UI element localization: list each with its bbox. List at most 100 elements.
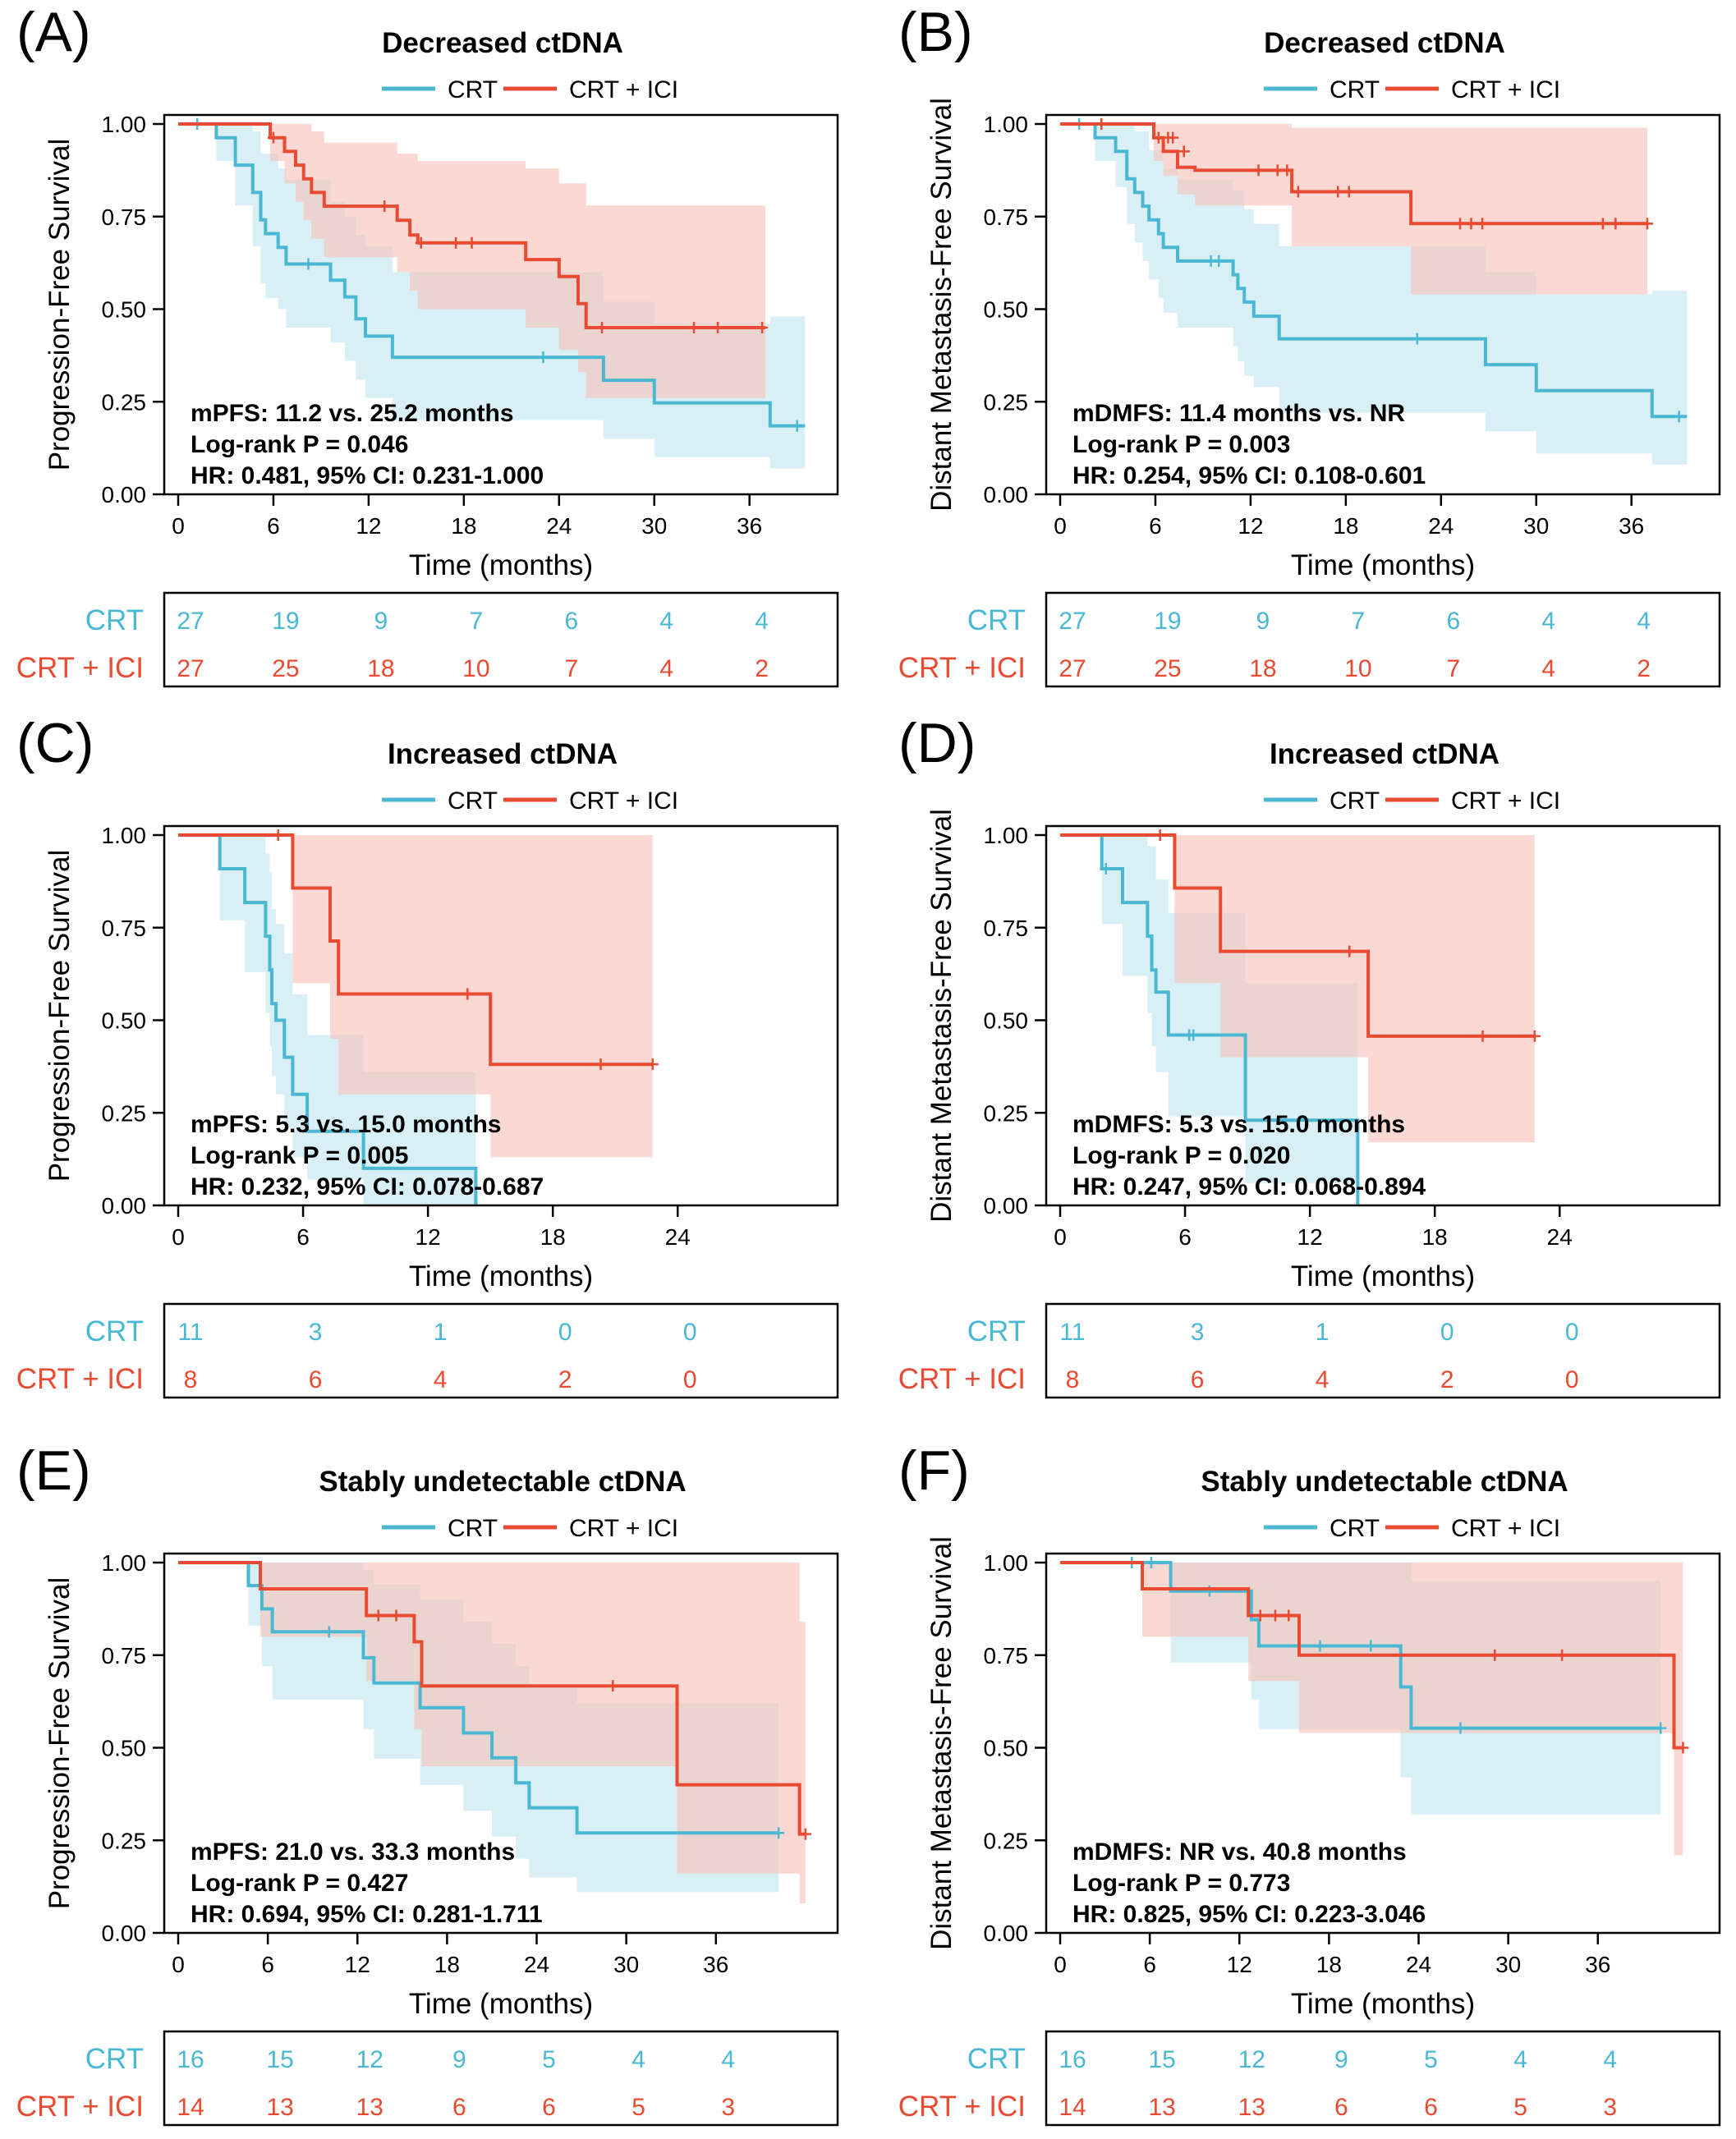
x-axis-title: Time (months) bbox=[409, 549, 593, 581]
risk-count-crt: 19 bbox=[1154, 608, 1181, 635]
y-tick-label: 0.00 bbox=[102, 482, 147, 507]
risk-count-crt: 7 bbox=[470, 608, 484, 635]
risk-count-crt: 16 bbox=[1059, 2046, 1086, 2073]
y-tick-label: 0.75 bbox=[984, 1643, 1029, 1669]
x-tick-label: 18 bbox=[1316, 1952, 1342, 1977]
x-tick-label: 36 bbox=[1585, 1952, 1610, 1977]
x-tick-label: 0 bbox=[172, 1224, 185, 1250]
censor-mark bbox=[1655, 1722, 1667, 1734]
km-curve-crt-ici bbox=[1060, 833, 1535, 1038]
censor-mark bbox=[1281, 164, 1293, 177]
x-axis-title: Time (months) bbox=[1291, 1988, 1475, 2020]
x-axis-title: Time (months) bbox=[409, 1260, 593, 1292]
censor-mark bbox=[773, 1827, 785, 1839]
censor-mark bbox=[595, 1058, 607, 1071]
y-tick-label: 0.50 bbox=[984, 297, 1029, 323]
panel-label: (A) bbox=[16, 1, 91, 63]
y-tick-label: 0.25 bbox=[984, 389, 1029, 415]
risk-label-crt-ici: CRT + ICI bbox=[898, 652, 1026, 684]
km-curve-crt-ici bbox=[178, 833, 653, 1067]
risk-count-crt-ici: 14 bbox=[1059, 2094, 1086, 2121]
y-tick-label: 0.75 bbox=[102, 204, 147, 230]
x-tick-label: 6 bbox=[267, 513, 280, 539]
risk-count-crt: 9 bbox=[374, 608, 388, 635]
chart-title: Stably undetectable ctDNA bbox=[1201, 1466, 1568, 1498]
legend-label-crt-ici: CRT + ICI bbox=[1451, 76, 1560, 103]
plot-frame bbox=[163, 113, 839, 496]
y-axis-title: Distant Metastasis-Free Survival bbox=[925, 809, 958, 1223]
risk-count-crt-ici: 10 bbox=[1344, 655, 1371, 682]
x-tick-label: 30 bbox=[641, 513, 667, 539]
censor-mark bbox=[1283, 1609, 1295, 1622]
panel-b: (B) Decreased ctDNA CRT CRT + ICI 0.00 0.25 0.… bbox=[898, 1, 1721, 688]
risk-count-crt-ici: 13 bbox=[356, 2094, 383, 2121]
legend-label-crt-ici: CRT + ICI bbox=[569, 1515, 678, 1542]
x-tick-label: 18 bbox=[451, 513, 476, 539]
risk-count-crt: 4 bbox=[721, 2046, 735, 2073]
censor-mark bbox=[1178, 145, 1190, 158]
risk-count-crt-ici: 5 bbox=[1513, 2094, 1527, 2121]
y-tick-label: 0.50 bbox=[984, 1008, 1029, 1034]
legend-label-crt: CRT bbox=[448, 787, 498, 815]
y-tick-label: 1.00 bbox=[984, 112, 1029, 137]
censor-mark bbox=[1269, 1609, 1281, 1622]
risk-count-crt-ici: 6 bbox=[1191, 1366, 1205, 1393]
y-axis-title: Progression-Free Survival bbox=[44, 850, 76, 1182]
risk-table-frame bbox=[1045, 2030, 1721, 2127]
legend-label-crt-ici: CRT + ICI bbox=[1451, 1515, 1560, 1542]
risk-count-crt: 9 bbox=[1256, 608, 1270, 635]
censor-mark bbox=[1596, 218, 1609, 230]
risk-count-crt-ici: 18 bbox=[1249, 655, 1276, 682]
plot-frame bbox=[163, 1552, 839, 1935]
risk-count-crt-ici: 4 bbox=[1541, 655, 1555, 682]
x-tick-label: 6 bbox=[296, 1224, 310, 1250]
censor-mark bbox=[390, 1609, 402, 1622]
risk-count-crt: 5 bbox=[542, 2046, 556, 2073]
censor-mark bbox=[1673, 411, 1685, 423]
censor-mark bbox=[1489, 1649, 1501, 1661]
legend-label-crt: CRT bbox=[448, 1515, 498, 1542]
risk-label-crt-ici: CRT + ICI bbox=[16, 2091, 144, 2123]
risk-count-crt: 11 bbox=[177, 1319, 203, 1346]
x-tick-label: 24 bbox=[1406, 1952, 1431, 1977]
risk-count-crt-ici: 18 bbox=[367, 655, 394, 682]
stats-line: Log-rank P = 0.003 bbox=[1072, 431, 1290, 458]
stats-line: HR: 0.694, 95% CI: 0.281-1.711 bbox=[191, 1901, 543, 1928]
y-tick-label: 0.25 bbox=[102, 389, 147, 415]
y-tick-label: 0.75 bbox=[984, 916, 1029, 941]
x-tick-label: 6 bbox=[1178, 1224, 1192, 1250]
censor-mark bbox=[1154, 829, 1166, 841]
risk-count-crt: 4 bbox=[631, 2046, 645, 2073]
plot-frame bbox=[1045, 113, 1721, 496]
km-curve-crt-ici bbox=[1060, 1561, 1683, 1750]
x-tick-label: 0 bbox=[1054, 1952, 1067, 1977]
km-curve-crt bbox=[178, 1561, 779, 1835]
risk-count-crt: 15 bbox=[266, 2046, 293, 2073]
risk-count-crt-ici: 25 bbox=[1154, 655, 1181, 682]
panel-a: (A) Decreased ctDNA CRT CRT + ICI 0.00 0.25 0.… bbox=[16, 1, 839, 688]
x-tick-label: 12 bbox=[1238, 513, 1263, 539]
risk-count-crt-ici: 4 bbox=[659, 655, 673, 682]
chart-title: Increased ctDNA bbox=[388, 738, 618, 770]
risk-table-frame bbox=[1045, 1302, 1721, 1399]
stats-line: mDMFS: 11.4 months vs. NR bbox=[1072, 400, 1405, 427]
censor-mark bbox=[1213, 255, 1225, 267]
risk-label-crt: CRT bbox=[85, 1315, 144, 1347]
y-tick-label: 1.00 bbox=[102, 112, 147, 137]
censor-mark bbox=[466, 236, 478, 249]
risk-count-crt: 3 bbox=[1191, 1319, 1205, 1346]
stats-line: HR: 0.247, 95% CI: 0.068-0.894 bbox=[1072, 1173, 1426, 1200]
censor-mark bbox=[450, 236, 462, 249]
risk-count-crt-ici: 6 bbox=[1424, 2094, 1438, 2121]
risk-count-crt-ici: 2 bbox=[1440, 1366, 1454, 1393]
censor-mark bbox=[1343, 186, 1355, 198]
risk-label-crt: CRT bbox=[967, 1315, 1026, 1347]
x-tick-label: 12 bbox=[1297, 1224, 1323, 1250]
chart-title: Stably undetectable ctDNA bbox=[319, 1466, 686, 1498]
y-tick-label: 0.25 bbox=[102, 1100, 147, 1126]
legend: CRT CRT + ICI bbox=[382, 1515, 678, 1542]
censor-mark bbox=[1454, 1722, 1467, 1734]
risk-count-crt-ici: 8 bbox=[184, 1366, 198, 1393]
ci-band-crt-ici bbox=[1060, 835, 1535, 1143]
x-tick-label: 12 bbox=[356, 513, 381, 539]
